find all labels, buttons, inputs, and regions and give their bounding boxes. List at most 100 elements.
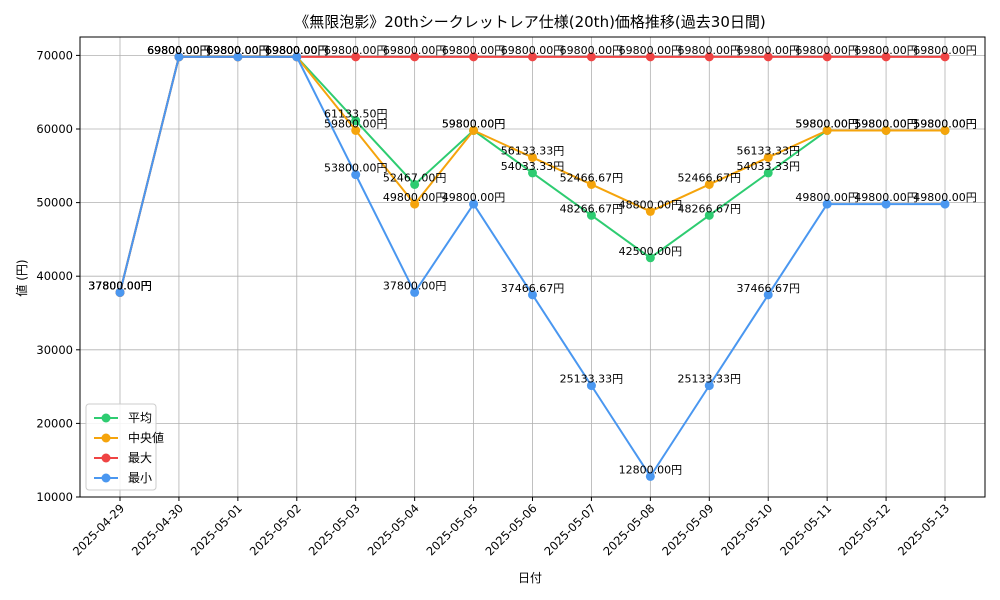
x-tick-label: 2025-05-09: [659, 501, 716, 558]
data-label: 69800.00円: [501, 44, 565, 57]
data-label: 37800.00円: [88, 279, 152, 292]
data-label: 69800.00円: [795, 44, 859, 57]
data-point: [881, 199, 891, 209]
data-label: 59800.00円: [854, 117, 918, 130]
data-point: [940, 52, 950, 62]
x-tick-label: 2025-04-29: [70, 501, 127, 558]
y-tick-label: 40000: [36, 269, 73, 283]
legend-label: 中央値: [128, 430, 164, 445]
legend-item: 最小: [94, 471, 152, 485]
y-tick-label: 50000: [36, 196, 73, 210]
data-point: [528, 168, 537, 178]
data-point: [410, 52, 420, 62]
data-label: 54033.33円: [736, 160, 800, 173]
data-label: 49800.00円: [383, 191, 447, 204]
legend-swatch-marker: [101, 453, 111, 463]
x-axis-label: 日付: [518, 571, 542, 585]
x-tick-label: 2025-05-01: [188, 501, 245, 558]
data-point: [528, 152, 537, 162]
data-point: [763, 168, 773, 178]
data-point: [645, 253, 655, 263]
legend-swatch-marker: [101, 473, 111, 483]
data-label: 69800.00円: [147, 44, 211, 57]
data-label: 69800.00円: [854, 44, 918, 57]
data-label: 69800.00円: [147, 44, 211, 57]
data-label: 52467.00円: [383, 171, 447, 184]
data-label: 42500.00円: [619, 245, 683, 258]
data-label: 59800.00円: [913, 117, 977, 130]
y-axis-label: 値 (円): [14, 259, 29, 296]
legend-swatch-marker: [101, 433, 111, 443]
data-label: 69800.00円: [442, 44, 506, 57]
data-point: [469, 125, 479, 135]
data-label: 25133.33円: [560, 373, 624, 386]
data-label: 37466.67円: [501, 282, 565, 295]
data-label: 48800.00円: [619, 198, 683, 211]
data-label: 69800.00円: [560, 44, 624, 57]
data-point: [881, 52, 891, 62]
data-point: [233, 52, 243, 62]
x-tick-label: 2025-04-30: [129, 501, 186, 558]
legend-item: 最大: [94, 451, 152, 465]
data-point: [410, 179, 420, 189]
data-label: 59800.00円: [795, 117, 859, 130]
x-tick-label: 2025-05-12: [836, 501, 893, 558]
legend-label: 平均: [128, 411, 152, 425]
legend-label: 最大: [128, 451, 152, 465]
data-point: [763, 152, 773, 162]
x-tick-label: 2025-05-11: [777, 501, 834, 558]
legend-item: 中央値: [94, 430, 164, 445]
data-label: 61133.50円: [324, 108, 388, 121]
data-point: [704, 179, 714, 189]
data-label: 48266.67円: [560, 202, 624, 215]
data-label: 49800.00円: [795, 191, 859, 204]
data-label: 59800.00円: [442, 117, 506, 130]
data-label: 37800.00円: [88, 279, 152, 292]
data-point: [704, 381, 714, 391]
data-label: 69800.00円: [265, 44, 329, 57]
y-tick-label: 60000: [36, 122, 73, 136]
data-label: 37800.00円: [88, 279, 152, 292]
data-label: 56133.33円: [736, 144, 800, 157]
data-point: [351, 116, 361, 126]
data-label: 69800.00円: [736, 44, 800, 57]
data-label: 59800.00円: [795, 117, 859, 130]
data-point: [763, 52, 773, 62]
x-tick-label: 2025-05-05: [424, 501, 481, 558]
x-tick-label: 2025-05-02: [247, 501, 304, 558]
data-point: [292, 52, 302, 62]
data-labels: 37800.00円69800.00円69800.00円69800.00円6113…: [88, 44, 977, 477]
y-tick-label: 20000: [36, 416, 73, 430]
chart-title: 《無限泡影》20thシークレットレア仕様(20th)価格推移(過去30日間): [294, 13, 765, 31]
data-label: 56133.33円: [501, 144, 565, 157]
data-point: [763, 290, 773, 300]
data-point: [410, 199, 420, 209]
data-point: [586, 179, 596, 189]
data-label: 59800.00円: [854, 117, 918, 130]
data-label: 69800.00円: [206, 44, 270, 57]
data-label: 69800.00円: [913, 44, 977, 57]
data-point: [410, 287, 420, 297]
data-point: [351, 170, 361, 180]
data-label: 37800.00円: [88, 279, 152, 292]
data-point: [351, 125, 361, 135]
data-label: 69800.00円: [265, 44, 329, 57]
data-point: [586, 381, 596, 391]
data-label: 69800.00円: [324, 44, 388, 57]
data-label: 59800.00円: [324, 117, 388, 130]
data-label: 25133.33円: [678, 373, 742, 386]
legend-box: [85, 403, 157, 491]
data-label: 49800.00円: [913, 191, 977, 204]
data-point: [822, 125, 832, 135]
data-point: [645, 52, 655, 62]
data-point: [940, 199, 950, 209]
x-tick-label: 2025-05-10: [718, 501, 775, 558]
data-point: [528, 290, 537, 300]
data-label: 69800.00円: [206, 44, 270, 57]
data-label: 59800.00円: [442, 117, 506, 130]
data-point: [586, 52, 596, 62]
x-tick-label: 2025-05-08: [600, 501, 657, 558]
data-point: [586, 210, 596, 220]
data-label: 12800.00円: [619, 463, 683, 476]
